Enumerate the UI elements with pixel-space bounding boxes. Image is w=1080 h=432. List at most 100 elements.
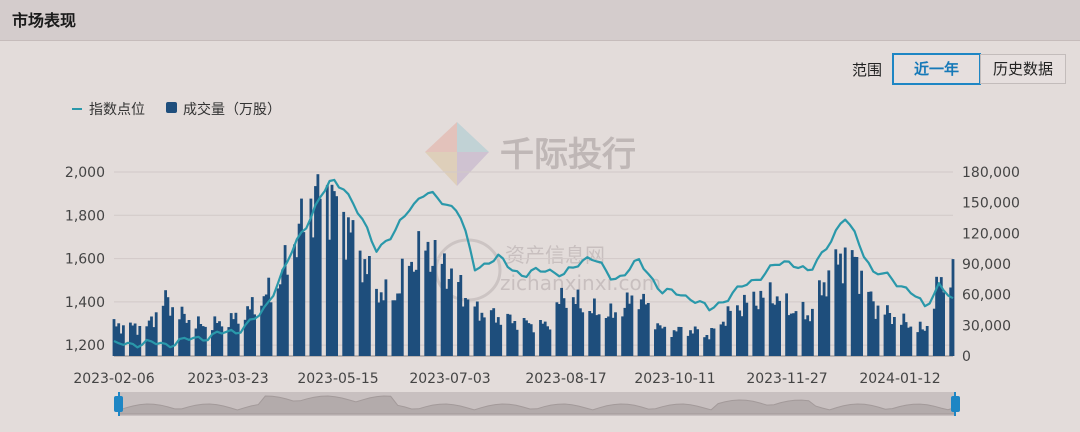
volume-bar <box>147 320 151 356</box>
volume-bar <box>426 241 430 356</box>
volume-bar <box>661 328 664 356</box>
volume-bar <box>300 198 303 356</box>
volume-bar <box>131 325 135 356</box>
volume-bar <box>736 305 739 356</box>
volume-bar <box>276 288 280 356</box>
range-one-year-button[interactable]: 近一年 <box>891 53 981 85</box>
volume-bar <box>496 317 500 356</box>
volume-bar <box>311 237 315 356</box>
x-tick-label: 2023-08-17 <box>525 371 606 387</box>
volume-bar <box>368 256 371 356</box>
volume-bar <box>309 198 313 356</box>
volume-bar <box>890 324 894 356</box>
volume-bar <box>869 291 873 356</box>
volume-bar <box>834 249 838 356</box>
volume-bar <box>302 232 306 356</box>
volume-bar <box>609 303 613 356</box>
volume-bar <box>724 325 728 356</box>
volume-bar <box>637 309 641 356</box>
volume-bar <box>283 245 287 356</box>
volume-bar <box>818 280 821 356</box>
x-tick-label: 2023-10-11 <box>634 371 715 387</box>
volume-bar <box>375 288 378 356</box>
volume-bar <box>541 323 545 356</box>
volume-bar <box>696 329 699 356</box>
volume-bar <box>377 302 381 356</box>
volume-bar <box>129 322 132 356</box>
volume-bar <box>133 323 137 356</box>
volume-bar <box>379 292 383 356</box>
volume-bar <box>433 240 437 356</box>
y-right-tick-label: 0 <box>962 349 971 365</box>
volume-bar <box>461 306 465 356</box>
volume-bar <box>398 293 402 356</box>
slider-left-handle[interactable] <box>114 396 123 412</box>
volume-bar <box>745 302 749 356</box>
volume-bar <box>597 314 601 356</box>
volume-bar <box>365 274 369 356</box>
volume-bar <box>579 308 582 356</box>
volume-bar <box>515 329 519 356</box>
volume-bar <box>227 327 231 356</box>
volume-bar <box>949 287 953 356</box>
volume-bar <box>459 275 463 356</box>
volume-bar <box>707 339 711 356</box>
volume-bar <box>150 316 153 356</box>
volume-bar <box>874 318 878 356</box>
volume-bar <box>752 291 756 356</box>
volume-bar <box>396 293 399 356</box>
volume-bar <box>644 304 648 356</box>
volume-bar <box>593 298 596 356</box>
x-tick-label: 2023-02-06 <box>73 371 154 387</box>
volume-bar <box>719 324 723 356</box>
slider-right-handle[interactable] <box>951 396 960 412</box>
volume-bar <box>712 328 716 356</box>
volume-bar <box>112 319 116 356</box>
volume-bar <box>761 297 765 356</box>
volume-bar <box>703 337 706 356</box>
volume-bar <box>621 316 624 356</box>
volume-bar <box>293 244 296 356</box>
watermark-logo-piece <box>425 122 457 152</box>
volume-bar <box>363 259 367 356</box>
volume-bar <box>759 290 763 356</box>
volume-bar <box>499 324 503 356</box>
y-left-tick-label: 1,200 <box>65 338 105 354</box>
volume-bar <box>194 328 198 356</box>
volume-bar <box>850 250 854 356</box>
volume-bar <box>330 184 334 356</box>
volume-bar <box>220 326 224 356</box>
volume-bar <box>232 319 235 356</box>
x-tick-label: 2024-01-12 <box>859 371 940 387</box>
volume-bar <box>492 308 496 356</box>
volume-bar <box>670 337 674 356</box>
volume-bar <box>508 314 512 356</box>
volume-bar <box>726 306 730 356</box>
volume-bar <box>546 326 549 356</box>
volume-bar <box>677 326 681 356</box>
volume-bar <box>187 320 191 356</box>
volume-bar <box>729 310 732 356</box>
volume-bar <box>506 313 510 356</box>
volume-bar <box>464 298 467 356</box>
volume-bar <box>171 307 174 356</box>
volume-bar <box>628 303 631 356</box>
volume-bar <box>281 269 285 356</box>
volume-bar <box>513 321 517 356</box>
volume-bar <box>672 330 676 356</box>
watermark-logo-piece <box>457 122 489 152</box>
volume-bar <box>382 300 385 356</box>
volume-bar <box>154 312 158 356</box>
volume-bar <box>361 282 364 356</box>
range-history-button[interactable]: 历史数据 <box>979 54 1066 84</box>
volume-bar <box>740 316 744 356</box>
volume-bar <box>738 310 742 356</box>
volume-bar <box>229 313 233 356</box>
volume-bar <box>417 231 421 356</box>
volume-bar <box>625 292 629 356</box>
y-left-tick-label: 1,800 <box>65 208 105 224</box>
volume-bar <box>607 316 610 356</box>
index-line <box>113 178 954 349</box>
volume-bar <box>806 315 810 356</box>
volume-bar <box>466 299 470 356</box>
